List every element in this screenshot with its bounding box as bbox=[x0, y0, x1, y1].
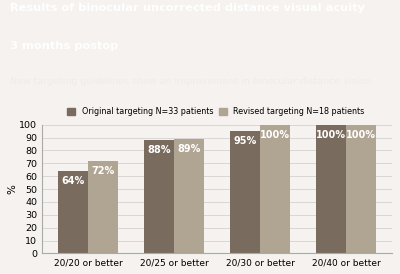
Bar bbox=[316, 125, 346, 253]
Text: 100%: 100% bbox=[346, 130, 376, 140]
Text: 72%: 72% bbox=[92, 166, 115, 176]
Text: Results of binocular uncorrected distance visual acuity: Results of binocular uncorrected distanc… bbox=[10, 3, 365, 13]
Text: 64%: 64% bbox=[61, 176, 84, 186]
Bar bbox=[144, 140, 174, 253]
Bar bbox=[58, 171, 88, 253]
Text: 88%: 88% bbox=[147, 145, 171, 155]
Bar bbox=[230, 131, 260, 253]
Text: 100%: 100% bbox=[260, 130, 290, 140]
Text: 89%: 89% bbox=[177, 144, 201, 154]
Bar bbox=[346, 125, 376, 253]
Bar bbox=[260, 125, 290, 253]
Text: 3 months postop: 3 months postop bbox=[10, 41, 118, 50]
Bar bbox=[88, 161, 118, 253]
Bar bbox=[174, 139, 204, 253]
Text: 100%: 100% bbox=[316, 130, 346, 140]
Text: New targeting guidelines show an improvement in binocular distance vision.: New targeting guidelines show an improve… bbox=[10, 77, 374, 86]
Text: 95%: 95% bbox=[233, 136, 256, 146]
Y-axis label: %: % bbox=[8, 184, 18, 194]
Legend: Original targeting N=33 patients, Revised targeting N=18 patients: Original targeting N=33 patients, Revise… bbox=[67, 107, 365, 116]
